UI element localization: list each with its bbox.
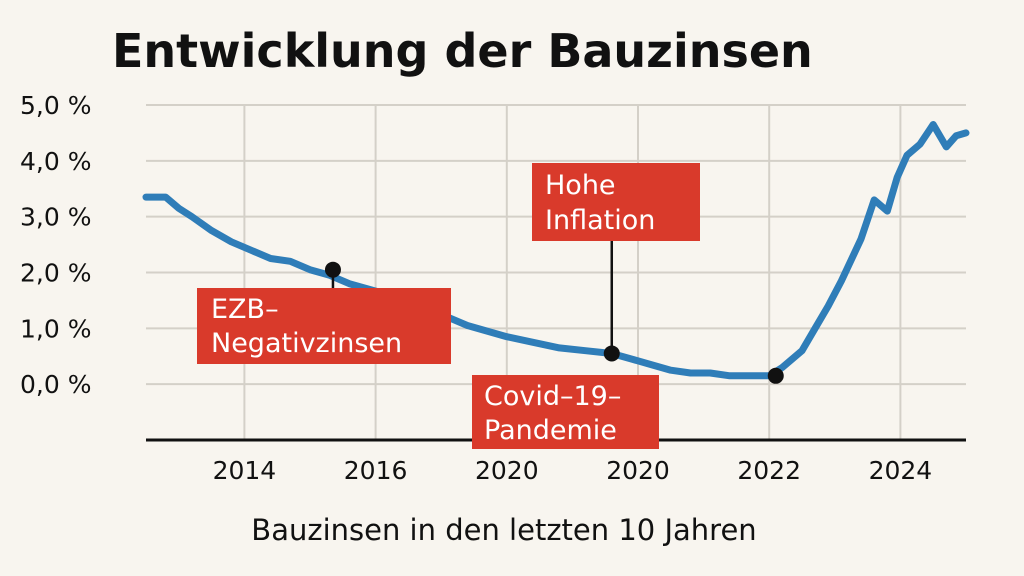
annotation-ezb-box bbox=[197, 288, 451, 364]
annotation-inflation: Hohe Inflation bbox=[532, 163, 700, 241]
x-tick-label: 2022 bbox=[737, 456, 801, 485]
y-tick-label: 5,0 % bbox=[20, 91, 91, 120]
annotation-covid-box bbox=[472, 375, 659, 449]
y-tick-label: 4,0 % bbox=[20, 147, 91, 176]
data-markers bbox=[324, 261, 784, 384]
y-tick-label: 3,0 % bbox=[20, 203, 91, 232]
data-marker bbox=[767, 367, 784, 384]
x-tick-label: 2020 bbox=[606, 456, 670, 485]
data-marker bbox=[324, 261, 341, 278]
y-tick-labels: 5,0 % 4,0 % 3,0 % 2,0 % 1,0 % 0,0 % bbox=[20, 91, 91, 399]
x-tick-labels: 2014 2016 2020 2020 2022 2024 bbox=[213, 456, 933, 485]
y-tick-label: 0,0 % bbox=[20, 370, 91, 399]
annotation-inflation-line1: Hohe bbox=[545, 170, 616, 201]
data-marker bbox=[603, 345, 620, 362]
annotation-inflation-line2: Inflation bbox=[545, 205, 655, 236]
y-tick-label: 2,0 % bbox=[20, 259, 91, 288]
annotation-covid-line1: Covid–19– bbox=[484, 381, 621, 412]
annotation-ezb-line1: EZB– bbox=[211, 294, 279, 325]
x-axis-label: Bauzinsen in den letzten 10 Jahren bbox=[251, 513, 756, 547]
annotation-covid-line2: Pandemie bbox=[484, 415, 617, 446]
x-tick-label: 2024 bbox=[869, 456, 933, 485]
x-tick-label: 2014 bbox=[213, 456, 277, 485]
x-tick-label: 2016 bbox=[344, 456, 408, 485]
annotation-inflation-box bbox=[532, 163, 700, 241]
annotation-ezb: EZB– Negativzinsen bbox=[197, 288, 451, 364]
chart-title: Entwicklung der Bauzinsen bbox=[112, 24, 813, 78]
annotation-covid: Covid–19– Pandemie bbox=[472, 375, 659, 449]
annotation-ezb-line2: Negativzinsen bbox=[211, 328, 402, 359]
x-tick-label: 2020 bbox=[475, 456, 539, 485]
y-tick-label: 1,0 % bbox=[20, 314, 91, 343]
